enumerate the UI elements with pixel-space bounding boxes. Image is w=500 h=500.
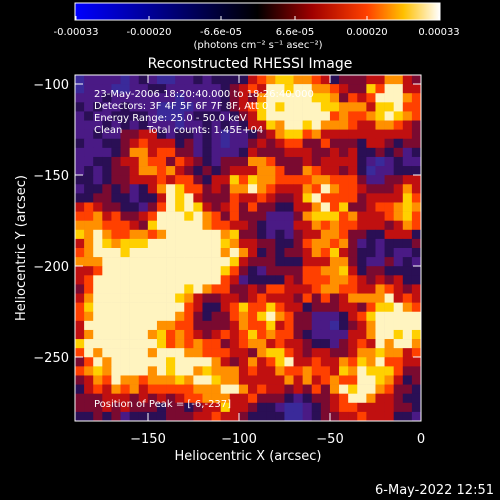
x-tick-label: −50 [316,432,343,447]
colorbar-tick-label: -6.6e-05 [200,27,242,38]
map-image [75,75,422,422]
x-axis-label: Heliocentric X (arcsec) [175,449,322,464]
detectors-annotation: Detectors: 3F 4F 5F 6F 7F 8F, Att 0 [94,101,268,112]
colorbar-unit-label: (photons cm⁻² s⁻¹ asec⁻²) [193,40,322,51]
plot-title: Reconstructed RHESSI Image [148,56,353,72]
colorbar-ticks [75,16,440,20]
colorbar-tick-label: -0.00033 [54,27,99,38]
total-counts-annotation: Total counts: 1.45E+04 [146,125,263,136]
time-range-annotation: 23-May-2006 18:20:40.000 to 18:26:40.000 [94,89,314,100]
clean-annotation: Clean [94,125,122,136]
x-tick-label: 0 [417,432,425,447]
y-tick-label: −200 [33,260,69,275]
y-tick-label: −250 [33,351,69,366]
y-tick-label: −100 [33,78,69,93]
axis-ticks [75,75,422,421]
energy-range-annotation: Energy Range: 25.0 - 50.0 keV [94,113,247,124]
plot-frame [74,74,422,422]
colorbar [74,2,441,21]
colorbar-tick-label: 6.6e-05 [276,27,314,38]
y-axis-label: Heliocentric Y (arcsec) [14,175,29,321]
x-tick-label: −100 [221,432,257,447]
colorbar-tick-label: 0.00033 [418,27,459,38]
y-tick-label: −150 [33,169,69,184]
peak-position-annotation: Position of Peak = [-6,-237] [94,399,231,410]
colorbar-tick-label: -0.00020 [127,27,172,38]
footer-date: 6-May-2022 12:51 [375,483,494,498]
x-tick-label: −150 [130,432,166,447]
map-pixels [75,75,422,422]
colorbar-tick-label: 0.00020 [346,27,387,38]
